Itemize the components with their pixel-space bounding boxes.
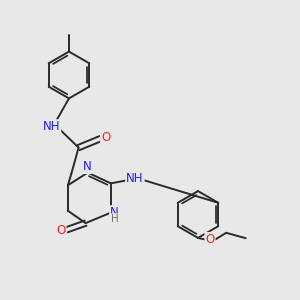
Text: N: N <box>110 206 119 219</box>
Text: O: O <box>56 224 66 237</box>
Text: O: O <box>101 130 110 144</box>
Text: O: O <box>206 233 214 246</box>
Text: H: H <box>111 214 119 224</box>
Text: NH: NH <box>43 120 60 133</box>
Text: NH: NH <box>126 172 144 185</box>
Text: N: N <box>83 160 92 173</box>
